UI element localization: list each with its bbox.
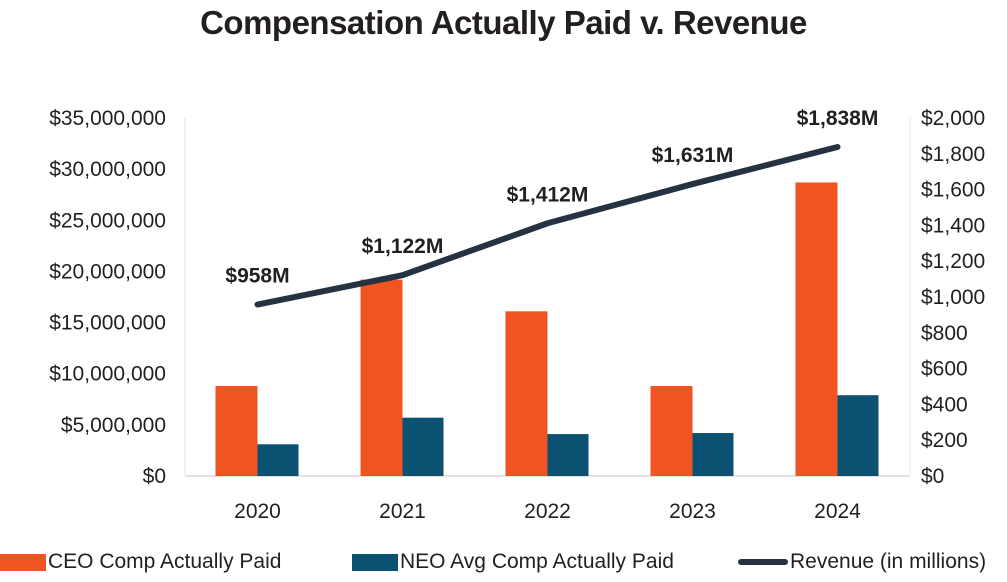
right-tick-label: $600 <box>921 358 968 381</box>
right-tick-label: $2,000 <box>921 107 985 130</box>
bar-ceo-2024 <box>795 182 838 476</box>
bar-neo-2024 <box>837 395 879 476</box>
revenue-data-label: $1,412M <box>507 183 589 206</box>
chart-title: Compensation Actually Paid v. Revenue <box>200 4 807 41</box>
revenue-data-label: $1,631M <box>652 144 734 167</box>
left-tick-label: $25,000,000 <box>49 209 166 232</box>
bar-ceo-2020 <box>215 385 258 476</box>
right-axis-ticks: $0 $200 $400 $600 $800 $1,000 $1,200 $1,400 $1,6… <box>921 107 985 488</box>
legend: CEO Comp Actually Paid NEO Avg Comp Actu… <box>0 550 1007 580</box>
left-tick-label: $10,000,000 <box>49 363 166 386</box>
bar-ceo-2021 <box>360 279 403 476</box>
bar-ceo-2022 <box>505 311 548 476</box>
data-labels: $958M $1,122M $1,412M $1,631M $1,838M <box>225 107 878 288</box>
x-tick-label: 2021 <box>379 500 426 523</box>
left-tick-label: $15,000,000 <box>49 312 166 335</box>
bar-neo-2022 <box>547 434 589 476</box>
right-tick-label: $0 <box>921 465 944 488</box>
left-tick-label: $5,000,000 <box>61 414 166 437</box>
revenue-data-label: $958M <box>225 265 289 288</box>
legend-swatch-neo <box>352 553 398 571</box>
left-tick-label: $30,000,000 <box>49 158 166 181</box>
right-tick-label: $400 <box>921 393 968 416</box>
revenue-line <box>254 143 841 308</box>
right-tick-label: $1,400 <box>921 214 985 237</box>
right-tick-label: $800 <box>921 322 968 345</box>
legend-item-neo: NEO Avg Comp Actually Paid <box>352 550 674 574</box>
revenue-data-label: $1,838M <box>797 107 879 130</box>
legend-item-revenue: Revenue (in millions) <box>738 550 986 574</box>
x-tick-label: 2023 <box>669 500 716 523</box>
legend-label-ceo: CEO Comp Actually Paid <box>48 550 282 573</box>
legend-swatch-ceo <box>0 553 46 571</box>
bar-neo-2023 <box>692 433 734 476</box>
legend-item-ceo: CEO Comp Actually Paid <box>0 550 281 574</box>
legend-label-neo: NEO Avg Comp Actually Paid <box>400 550 674 573</box>
x-tick-label: 2024 <box>814 500 861 523</box>
bars <box>215 182 879 476</box>
bar-neo-2020 <box>257 444 299 476</box>
left-tick-label: $35,000,000 <box>49 107 166 130</box>
bar-ceo-2023 <box>650 385 693 476</box>
x-tick-label: 2020 <box>234 500 281 523</box>
bar-neo-2021 <box>402 417 444 476</box>
legend-swatch-revenue <box>738 559 788 565</box>
left-tick-label: $0 <box>143 465 166 488</box>
right-tick-label: $1,200 <box>921 250 985 273</box>
x-axis-ticks: 2020 2021 2022 2023 2024 <box>234 500 861 523</box>
revenue-line-group <box>254 143 841 308</box>
right-tick-label: $1,800 <box>921 143 985 166</box>
chart-plot: $0 $5,000,000 $10,000,000 $15,000,000 $20,00… <box>49 107 985 523</box>
left-axis-ticks: $0 $5,000,000 $10,000,000 $15,000,000 $20,00… <box>49 107 166 488</box>
legend-label-revenue: Revenue (in millions) <box>790 550 987 573</box>
left-tick-label: $20,000,000 <box>49 260 166 283</box>
revenue-data-label: $1,122M <box>362 235 444 258</box>
right-tick-label: $200 <box>921 429 968 452</box>
right-tick-label: $1,600 <box>921 179 985 202</box>
x-tick-label: 2022 <box>524 500 571 523</box>
right-tick-label: $1,000 <box>921 286 985 309</box>
